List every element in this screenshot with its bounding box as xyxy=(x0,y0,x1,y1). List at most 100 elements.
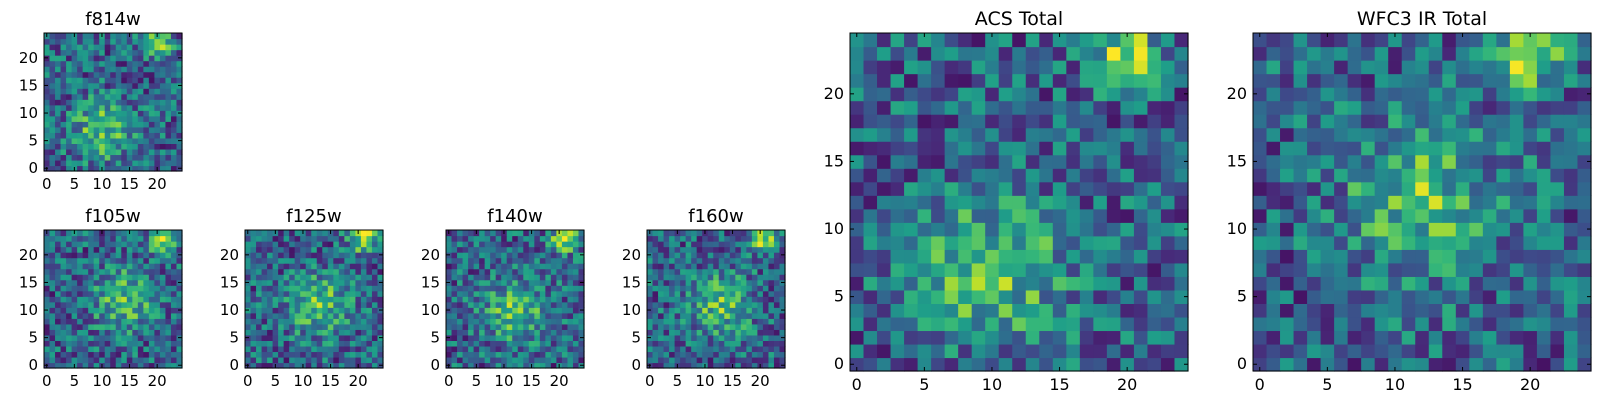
heatmap-cell xyxy=(674,257,681,264)
heatmap-cell xyxy=(66,356,73,364)
heatmap-cell xyxy=(110,307,117,314)
heatmap-cell xyxy=(680,356,687,364)
heatmap-cell xyxy=(256,285,263,292)
heatmap-cell xyxy=(1523,303,1538,318)
heatmap-cell xyxy=(971,249,986,264)
heatmap-cell xyxy=(93,132,100,139)
heatmap-cell xyxy=(773,285,781,292)
heatmap-cell xyxy=(137,252,144,259)
heatmap-cell xyxy=(1361,195,1376,210)
heatmap-cell xyxy=(300,252,307,259)
heatmap-cell xyxy=(110,55,117,62)
heatmap-cell xyxy=(1469,46,1484,61)
heatmap-cell xyxy=(740,318,747,325)
heatmap-cell xyxy=(170,285,178,292)
heatmap-cell xyxy=(49,230,56,237)
heatmap-cell xyxy=(137,55,144,62)
heatmap-cell xyxy=(1415,208,1430,223)
heatmap-cell xyxy=(66,71,73,78)
heatmap-cell xyxy=(1147,208,1162,223)
heatmap-cell xyxy=(1428,73,1443,88)
heatmap-cell xyxy=(1469,208,1484,223)
heatmap-cell xyxy=(1509,46,1524,61)
heatmap-cell xyxy=(1334,46,1349,61)
heatmap-cell xyxy=(115,115,122,122)
heatmap-cell xyxy=(757,334,764,341)
heatmap-cell xyxy=(757,301,764,308)
heatmap-cell xyxy=(1469,195,1484,210)
heatmap-cell xyxy=(333,356,340,364)
heatmap-cell xyxy=(1361,208,1376,223)
heatmap-cell xyxy=(93,362,100,369)
heatmap-cell xyxy=(289,235,296,242)
heatmap-cell xyxy=(1012,141,1027,156)
heatmap-cell xyxy=(724,356,731,364)
heatmap-cell xyxy=(1079,289,1094,304)
heatmap-cell xyxy=(462,230,469,237)
heatmap-cell xyxy=(316,334,323,341)
heatmap-cell xyxy=(1266,222,1281,237)
heatmap-cell xyxy=(1347,289,1362,304)
heatmap-cell xyxy=(567,246,574,253)
heatmap-cell xyxy=(88,38,95,45)
heatmap-cell xyxy=(691,296,698,303)
heatmap-cell xyxy=(1523,33,1538,48)
heatmap-cell xyxy=(278,268,285,275)
heatmap-cell xyxy=(550,230,557,237)
heatmap-cell xyxy=(66,340,73,347)
heatmap-cell xyxy=(1093,289,1108,304)
heatmap-cell xyxy=(377,323,384,330)
heatmap-cell xyxy=(110,60,117,67)
heatmap-cell xyxy=(278,301,285,308)
heatmap-cell xyxy=(371,279,379,286)
heatmap-cell xyxy=(534,296,541,303)
heatmap-cell xyxy=(294,340,301,347)
heatmap-cell xyxy=(93,340,100,347)
heatmap-cell xyxy=(115,148,122,156)
heatmap-cell xyxy=(93,285,100,292)
heatmap-cell xyxy=(1401,154,1416,169)
heatmap-cell xyxy=(289,318,296,325)
heatmap-cell xyxy=(1012,168,1027,183)
heatmap-cell xyxy=(283,285,290,292)
heatmap-cell xyxy=(1428,181,1443,196)
heatmap-cell xyxy=(1442,276,1457,291)
heatmap-cell xyxy=(159,290,167,297)
heatmap-cell xyxy=(371,351,379,358)
heatmap-cell xyxy=(82,301,89,308)
heatmap-cell xyxy=(137,154,144,161)
heatmap-cell xyxy=(1563,235,1579,250)
heatmap-cell xyxy=(165,329,172,336)
heatmap-cell xyxy=(44,66,51,73)
heatmap-cell xyxy=(1563,46,1579,61)
heatmap-cell xyxy=(355,296,362,303)
heatmap-cell xyxy=(718,351,725,358)
heatmap-cell xyxy=(132,77,139,84)
heatmap-cell xyxy=(1293,154,1308,169)
heatmap-cell xyxy=(377,274,384,281)
heatmap-cell xyxy=(110,362,117,369)
heatmap-cell xyxy=(176,301,183,308)
heatmap-cell xyxy=(669,241,676,248)
heatmap-cell xyxy=(517,356,524,364)
heatmap-cell xyxy=(261,318,268,325)
heatmap-cell xyxy=(1361,181,1376,196)
heatmap-cell xyxy=(1307,235,1322,250)
heatmap-cell xyxy=(60,159,67,167)
heatmap-cell xyxy=(1563,168,1579,183)
heatmap-cell xyxy=(283,274,290,281)
heatmap-cell xyxy=(272,290,279,297)
heatmap-cell xyxy=(773,351,781,358)
heatmap-cell xyxy=(82,165,89,172)
heatmap-cell xyxy=(462,285,469,292)
heatmap-cell xyxy=(1347,303,1362,318)
heatmap-cell xyxy=(567,235,574,242)
heatmap-cell xyxy=(550,279,557,286)
heatmap-cell xyxy=(1012,330,1027,345)
heatmap-cell xyxy=(534,362,541,369)
heatmap-cell xyxy=(1334,73,1349,88)
heatmap-cell xyxy=(1147,114,1162,129)
heatmap-cell xyxy=(545,318,552,325)
heatmap-cell xyxy=(1550,222,1565,237)
heatmap-cell xyxy=(115,137,122,144)
